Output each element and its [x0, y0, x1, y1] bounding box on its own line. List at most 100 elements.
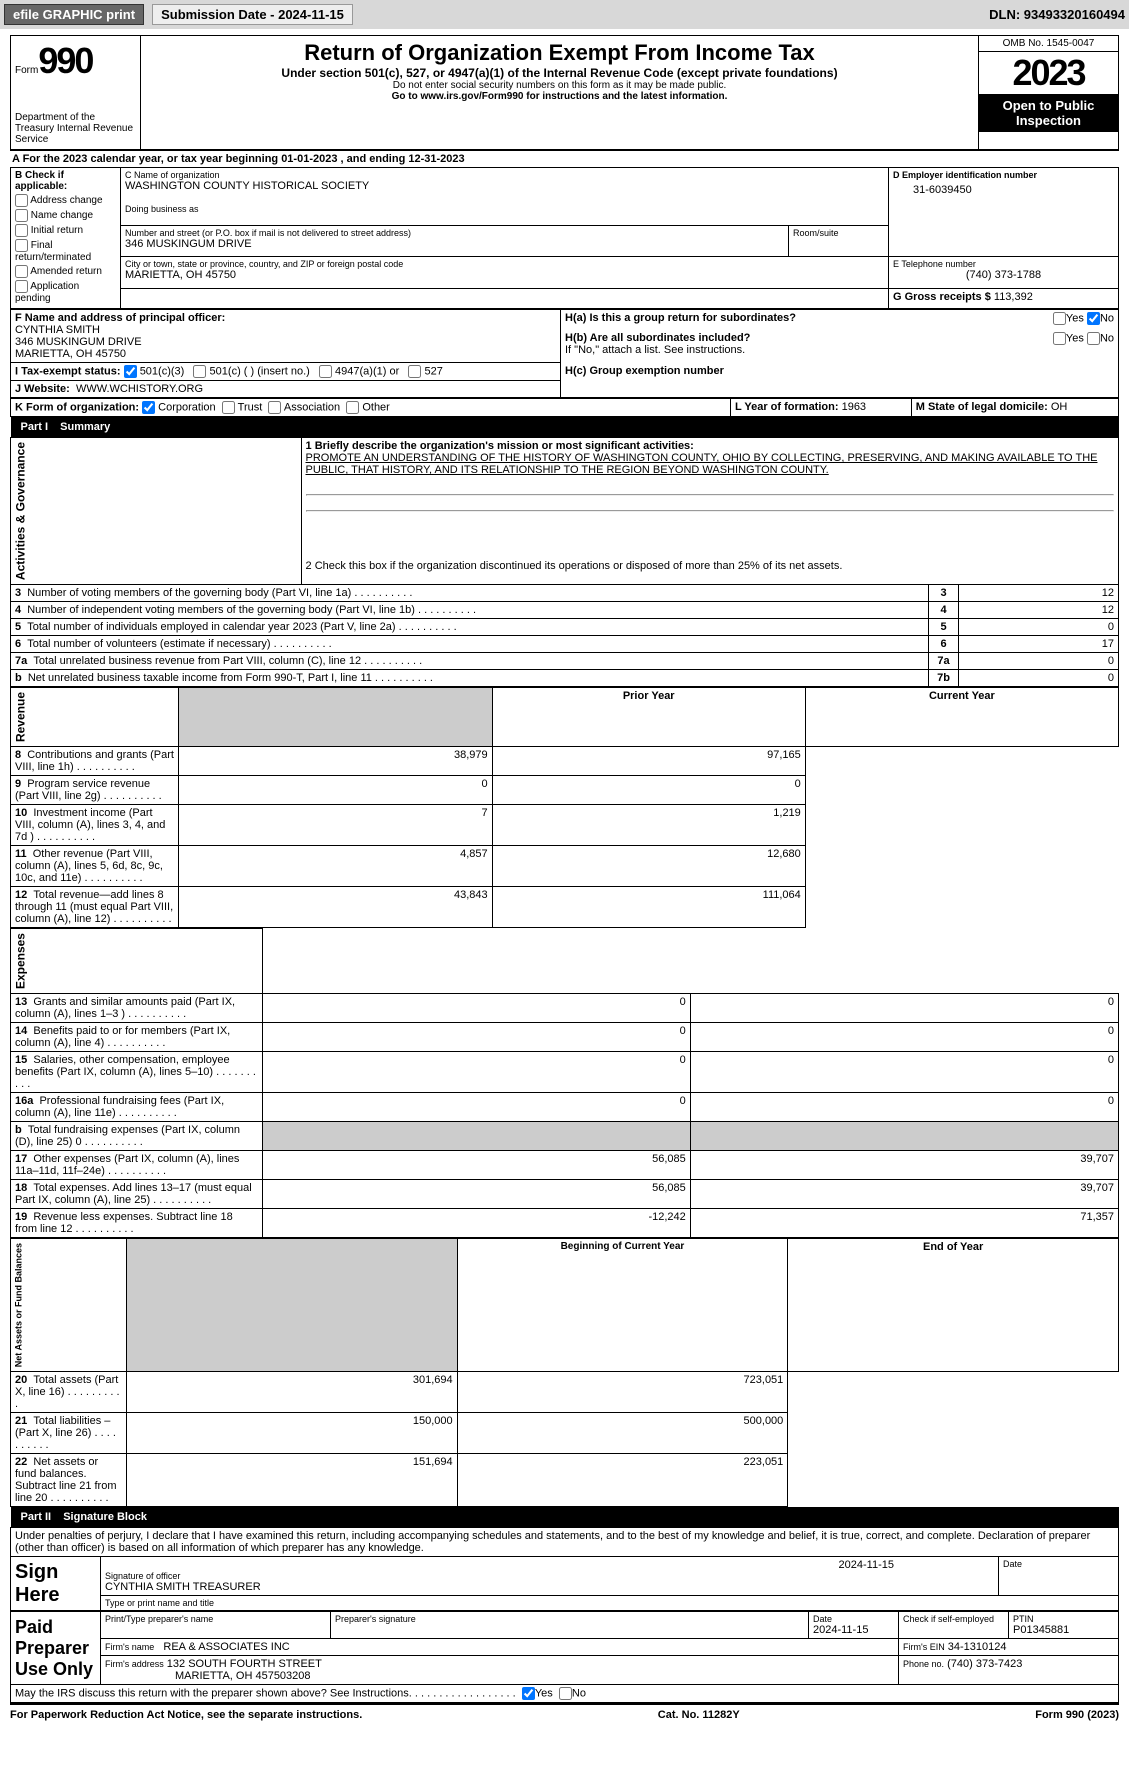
paid-preparer: Paid Preparer Use Only — [11, 1612, 101, 1685]
street-value: 346 MUSKINGUM DRIVE — [125, 238, 784, 250]
officer-status-table: F Name and address of principal officer:… — [10, 309, 1119, 398]
chk-name-change[interactable] — [15, 209, 28, 222]
chk-527[interactable] — [408, 365, 421, 378]
form-header: Form990 Department of the Treasury Inter… — [10, 35, 1119, 150]
chk-discuss-yes[interactable] — [522, 1687, 535, 1700]
section-a: A For the 2023 calendar year, or tax yea… — [10, 150, 1119, 167]
ptin-label: PTIN — [1013, 1614, 1114, 1624]
chk-final-return[interactable] — [15, 239, 28, 252]
chk-application-pending[interactable] — [15, 280, 28, 293]
footer-center: Cat. No. 11282Y — [658, 1709, 740, 1721]
dln: DLN: 93493320160494 — [989, 7, 1125, 22]
prep-date: 2024-11-15 — [813, 1624, 868, 1636]
firm-name: REA & ASSOCIATES INC — [163, 1641, 289, 1653]
org-name-label: C Name of organization — [125, 170, 884, 180]
ein-value: 31-6039450 — [893, 180, 1114, 196]
line2: 2 Check this box if the organization dis… — [306, 560, 843, 572]
tax-exempt-label: I Tax-exempt status: — [15, 365, 121, 377]
firm-addr: 132 SOUTH FOURTH STREET — [167, 1658, 322, 1670]
chk-501c[interactable] — [193, 365, 206, 378]
dba-label: Doing business as — [125, 204, 884, 214]
sig-officer-name: CYNTHIA SMITH TREASURER — [105, 1581, 994, 1593]
gross-receipts-label: G Gross receipts $ — [893, 291, 991, 303]
officer-street: 346 MUSKINGUM DRIVE — [15, 336, 142, 348]
mission-label: 1 Briefly describe the organization's mi… — [306, 440, 694, 452]
submission-date: Submission Date - 2024-11-15 — [152, 4, 353, 25]
col-current: Current Year — [805, 688, 1118, 747]
vert-expenses: Expenses — [11, 929, 263, 994]
public-inspection: Open to Public Inspection — [979, 94, 1118, 132]
hc-label: H(c) Group exemption number — [565, 365, 724, 377]
firm-phone-label: Phone no. — [903, 1659, 944, 1669]
chk-initial-return[interactable] — [15, 224, 28, 237]
officer-name: CYNTHIA SMITH — [15, 324, 100, 336]
footer: For Paperwork Reduction Act Notice, see … — [10, 1703, 1119, 1725]
chk-other[interactable] — [346, 401, 359, 414]
expenses-table: Expenses 13 Grants and similar amounts p… — [10, 928, 1119, 1238]
chk-4947[interactable] — [319, 365, 332, 378]
self-employed: Check if self-employed — [899, 1612, 1009, 1639]
sig-date-label: Date — [1003, 1559, 1114, 1569]
vert-net-assets: Net Assets or Fund Balances — [11, 1239, 127, 1372]
part1-table: Part I Summary Activities & Governance 1… — [10, 417, 1119, 687]
form-number: 990 — [38, 40, 92, 81]
chk-discuss-no[interactable] — [559, 1687, 572, 1700]
firm-name-label: Firm's name — [105, 1642, 154, 1652]
website-value: WWW.WCHISTORY.ORG — [76, 383, 203, 395]
box-b: B Check if applicable: Address change Na… — [11, 168, 121, 309]
col-begin: Beginning of Current Year — [457, 1239, 788, 1372]
omb-no: OMB No. 1545-0047 — [979, 36, 1118, 52]
prep-date-label: Date — [813, 1614, 894, 1624]
sign-here: Sign Here — [11, 1557, 101, 1611]
sig-date: 2024-11-15 — [105, 1559, 994, 1571]
form-sub2: Do not enter social security numbers on … — [145, 80, 974, 91]
firm-ein: 34-1310124 — [948, 1641, 1007, 1653]
sig-type-label: Type or print name and title — [101, 1596, 1119, 1611]
chk-hb-no[interactable] — [1087, 332, 1100, 345]
prep-name-label: Print/Type preparer's name — [105, 1614, 326, 1624]
declaration: Under penalties of perjury, I declare th… — [11, 1528, 1119, 1557]
form-label: Form — [15, 65, 38, 76]
chk-ha-yes[interactable] — [1053, 312, 1066, 325]
preparer-table: Paid Preparer Use Only Print/Type prepar… — [10, 1611, 1119, 1703]
footer-left: For Paperwork Reduction Act Notice, see … — [10, 1709, 362, 1721]
firm-ein-label: Firm's EIN — [903, 1642, 945, 1652]
chk-501c3[interactable] — [124, 365, 137, 378]
year-formation-value: 1963 — [842, 401, 866, 413]
chk-hb-yes[interactable] — [1053, 332, 1066, 345]
chk-ha-no[interactable] — [1087, 312, 1100, 325]
mission-text: PROMOTE AN UNDERSTANDING OF THE HISTORY … — [306, 452, 1098, 476]
year-formation-label: L Year of formation: — [735, 401, 839, 413]
part2-title: Part II — [15, 1509, 58, 1525]
form-sub1: Under section 501(c), 527, or 4947(a)(1)… — [145, 66, 974, 80]
chk-address-change[interactable] — [15, 194, 28, 207]
col-end: End of Year — [788, 1239, 1119, 1372]
street-label: Number and street (or P.O. box if mail i… — [125, 228, 784, 238]
phone-label: E Telephone number — [893, 259, 1114, 269]
room-label: Room/suite — [793, 228, 884, 238]
city-value: MARIETTA, OH 45750 — [125, 269, 884, 281]
website-label: J Website: — [15, 383, 70, 395]
sig-officer-label: Signature of officer — [105, 1571, 994, 1581]
footer-right: Form 990 (2023) — [1035, 1709, 1119, 1721]
chk-amended-return[interactable] — [15, 265, 28, 278]
form-title: Return of Organization Exempt From Incom… — [145, 40, 974, 66]
vert-governance: Activities & Governance — [11, 438, 302, 585]
net-assets-table: Net Assets or Fund Balances Beginning of… — [10, 1238, 1119, 1507]
form-org-table: K Form of organization: Corporation Trus… — [10, 398, 1119, 417]
hb-label: H(b) Are all subordinates included? — [565, 332, 750, 344]
form-sub3: Go to www.irs.gov/Form990 for instructio… — [145, 91, 974, 102]
chk-trust[interactable] — [222, 401, 235, 414]
org-name: WASHINGTON COUNTY HISTORICAL SOCIETY — [125, 180, 884, 192]
firm-addr-label: Firm's address — [105, 1659, 164, 1669]
hb-note: If "No," attach a list. See instructions… — [565, 344, 745, 356]
part2-name: Signature Block — [63, 1511, 147, 1523]
officer-city: MARIETTA, OH 45750 — [15, 348, 126, 360]
chk-corporation[interactable] — [142, 401, 155, 414]
firm-city: MARIETTA, OH 457503208 — [105, 1670, 311, 1682]
entity-info-table: B Check if applicable: Address change Na… — [10, 167, 1119, 309]
phone-value: (740) 373-1788 — [893, 269, 1114, 281]
firm-phone: (740) 373-7423 — [947, 1658, 1022, 1670]
chk-association[interactable] — [268, 401, 281, 414]
efile-btn[interactable]: efile GRAPHIC print — [4, 4, 144, 25]
